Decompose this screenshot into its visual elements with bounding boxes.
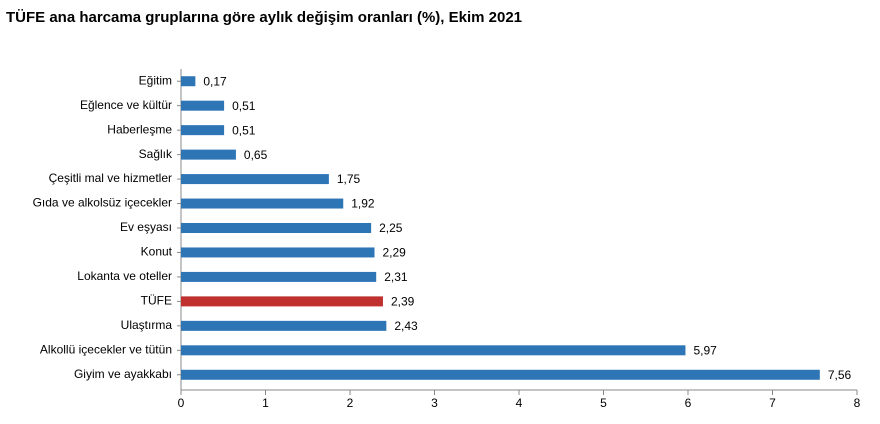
y-tick-label: Konut: [141, 245, 173, 259]
y-tick-label: Eğlence ve kültür: [80, 98, 172, 112]
x-tick-label: 2: [347, 396, 354, 410]
bar: [181, 271, 377, 282]
x-tick-label: 8: [854, 396, 861, 410]
x-tick-label: 4: [516, 396, 523, 410]
y-tick-label: Eğitim: [139, 73, 172, 87]
x-tick-label: 5: [600, 396, 607, 410]
value-label: 5,97: [693, 343, 717, 357]
y-tick-label: Gıda ve alkolsüz içecekler: [33, 196, 172, 210]
y-tick-label: Alkollü içecekler ve tütün: [40, 342, 172, 356]
x-tick-label: 7: [769, 396, 776, 410]
value-label: 0,17: [203, 74, 227, 88]
bar: [181, 296, 383, 307]
bar: [181, 76, 196, 87]
y-tick-label: Haberleşme: [107, 122, 172, 136]
value-label: 2,43: [394, 319, 418, 333]
y-tick-label: Ev eşyası: [120, 220, 172, 234]
value-label: 2,39: [391, 295, 415, 309]
value-label: 2,29: [383, 246, 407, 260]
bar: [181, 369, 820, 380]
value-label: 0,51: [232, 99, 256, 113]
x-tick-label: 0: [178, 396, 185, 410]
bar: [181, 247, 375, 258]
x-tick-label: 1: [262, 396, 269, 410]
bar: [181, 125, 225, 136]
x-tick-label: 3: [431, 396, 438, 410]
value-label: 0,65: [244, 148, 268, 162]
value-label: 2,25: [379, 221, 403, 235]
value-label: 1,92: [351, 197, 375, 211]
y-tick-label: Sağlık: [139, 147, 173, 161]
y-tick-label: Çeşitli mal ve hizmetler: [49, 171, 172, 185]
value-label: 0,51: [232, 123, 256, 137]
bar: [181, 345, 686, 356]
bar: [181, 174, 329, 185]
y-tick-label: Ulaştırma: [121, 318, 173, 332]
bar: [181, 198, 344, 209]
value-label: 2,31: [384, 270, 408, 284]
chart-title: TÜFE ana harcama gruplarına göre aylık d…: [6, 9, 522, 26]
bar: [181, 100, 225, 111]
value-label: 1,75: [337, 172, 361, 186]
bar: [181, 149, 236, 160]
bar: [181, 320, 387, 331]
y-tick-label: Giyim ve ayakkabı: [74, 367, 172, 381]
x-tick-label: 6: [685, 396, 692, 410]
y-tick-label: Lokanta ve oteller: [77, 269, 172, 283]
value-label: 7,56: [828, 368, 852, 382]
bar: [181, 223, 372, 233]
y-tick-label: TÜFE: [141, 294, 172, 308]
